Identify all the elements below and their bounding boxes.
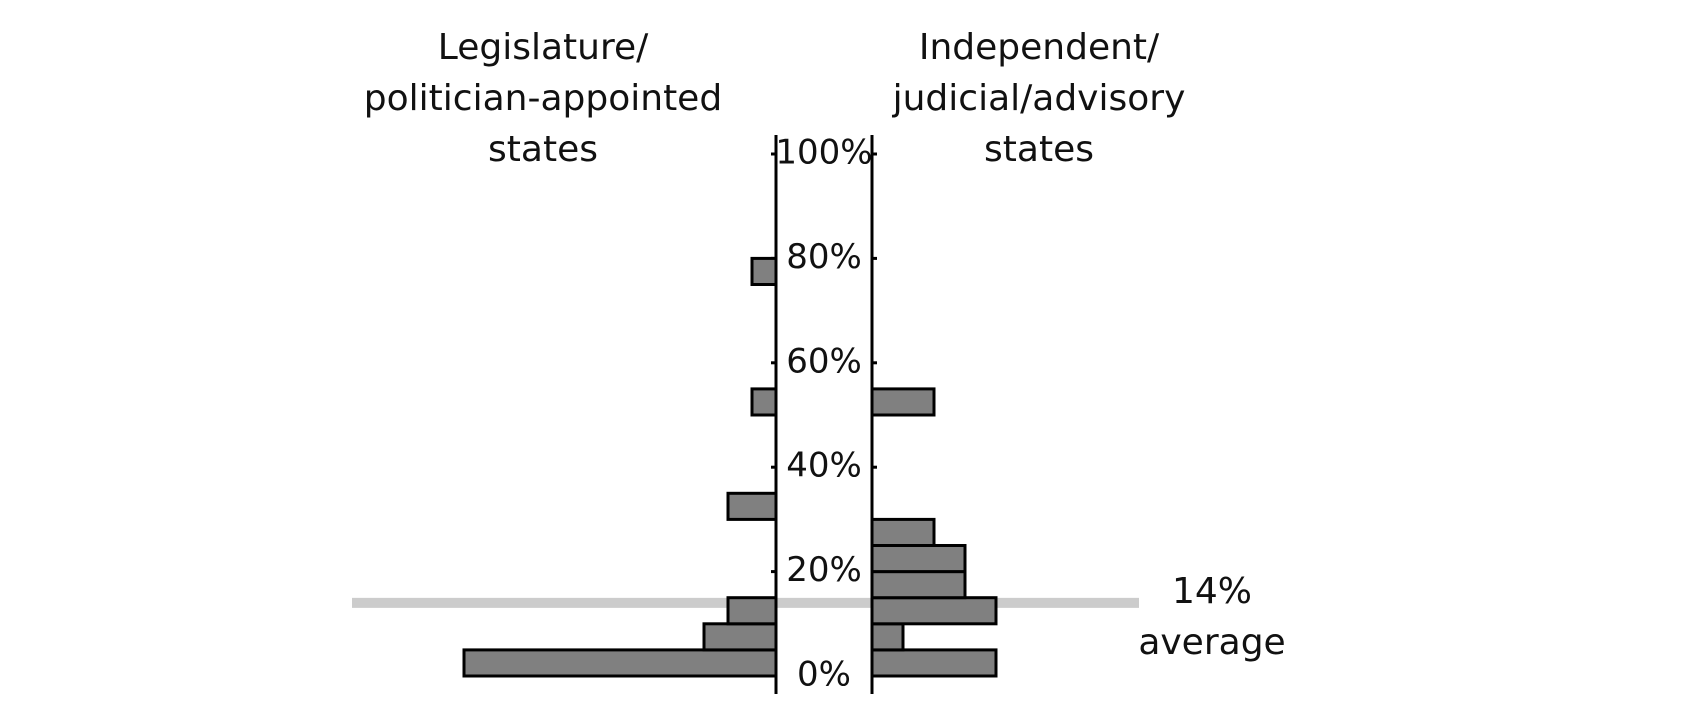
bar xyxy=(870,622,905,652)
average-label: 14% xyxy=(1172,571,1252,612)
bar xyxy=(870,648,998,678)
series-title: states xyxy=(488,129,598,170)
series-title: Independent/ xyxy=(919,27,1160,68)
bar xyxy=(870,570,967,600)
bar xyxy=(726,491,778,521)
bar xyxy=(870,387,936,417)
y-tick-label: 100% xyxy=(775,133,872,173)
y-tick-label: 20% xyxy=(786,550,862,590)
y-tick-label: 0% xyxy=(797,655,851,695)
bar xyxy=(702,622,778,652)
series-title: Legislature/ xyxy=(438,27,649,68)
bar xyxy=(870,544,967,574)
bar xyxy=(462,648,778,678)
series-title: politician-appointed xyxy=(364,78,722,119)
average-text: average xyxy=(1138,622,1285,663)
y-tick-label: 40% xyxy=(786,446,862,486)
series-title: judicial/advisory xyxy=(892,78,1186,119)
bar xyxy=(750,256,778,286)
bar xyxy=(726,596,778,626)
bar xyxy=(750,387,778,417)
series-title: states xyxy=(984,129,1094,170)
y-tick-label: 80% xyxy=(786,237,862,277)
bar xyxy=(870,596,998,626)
bar xyxy=(870,517,936,548)
y-tick-label: 60% xyxy=(786,341,862,381)
